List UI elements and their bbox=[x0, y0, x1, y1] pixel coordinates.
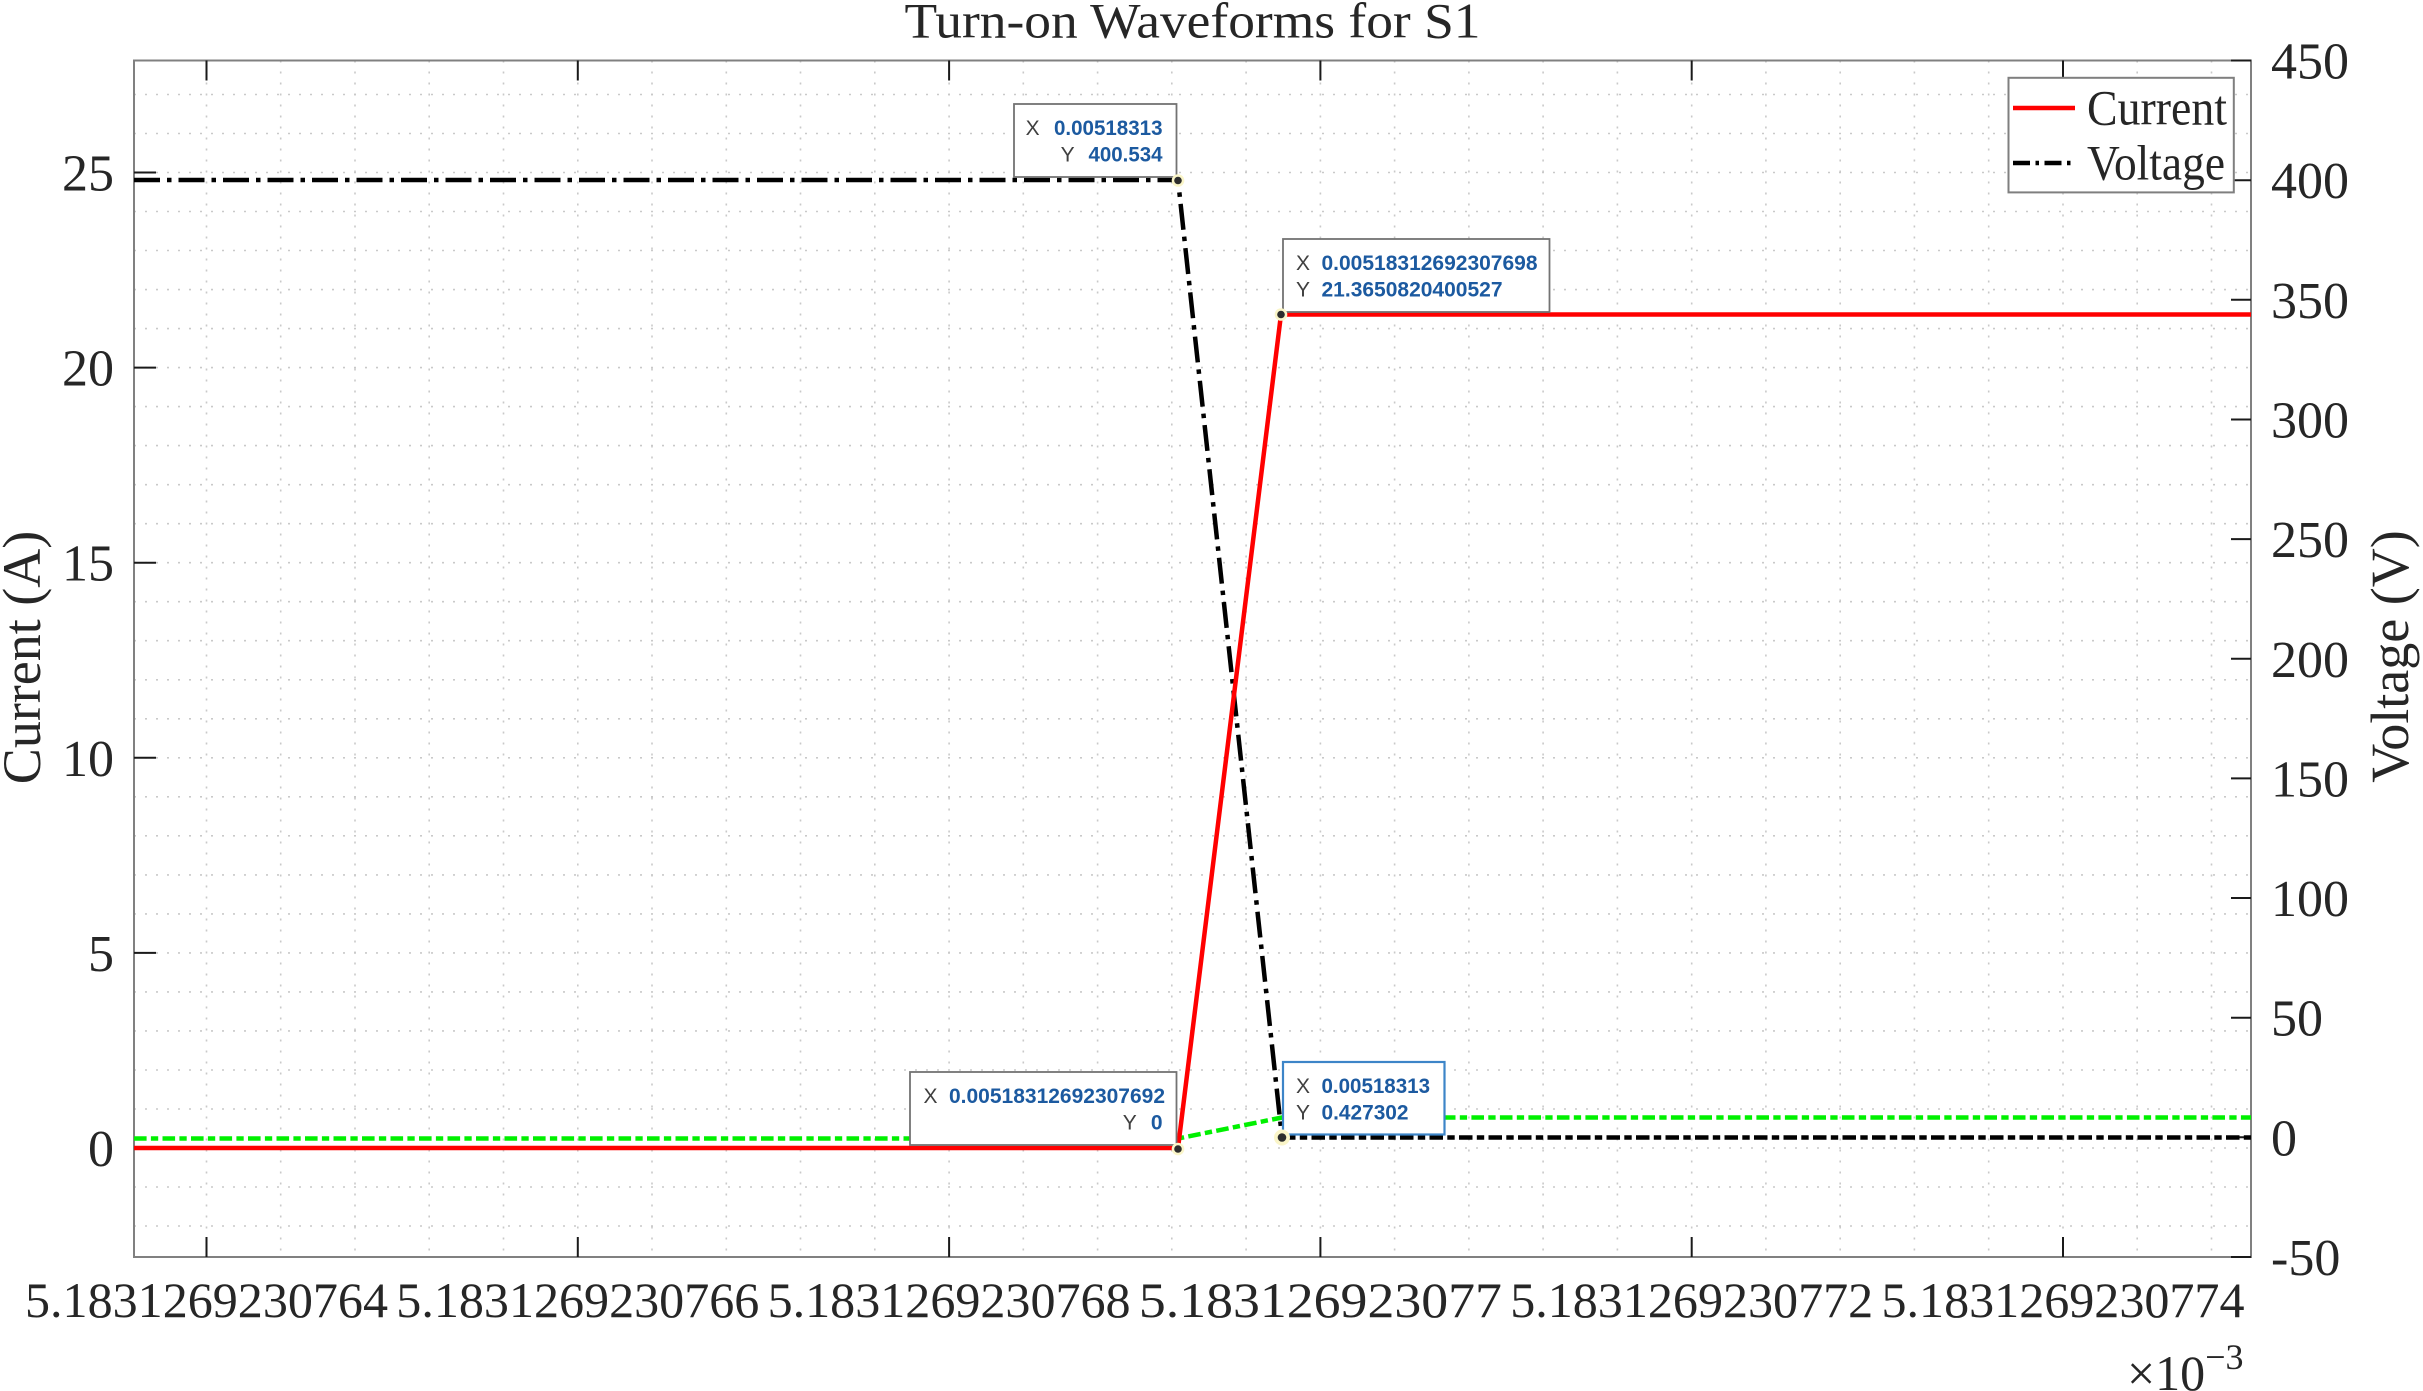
svg-text:Current (A): Current (A) bbox=[0, 531, 52, 784]
svg-text:20: 20 bbox=[62, 341, 114, 398]
svg-text:Turn-on Waveforms for S1: Turn-on Waveforms for S1 bbox=[905, 0, 1481, 49]
svg-text:X: X bbox=[1026, 117, 1040, 140]
svg-text:Y: Y bbox=[1123, 1112, 1137, 1135]
svg-text:5.1831269230766: 5.1831269230766 bbox=[396, 1272, 759, 1328]
svg-text:Y: Y bbox=[1296, 279, 1310, 302]
svg-text:5.1831269230768: 5.1831269230768 bbox=[768, 1272, 1131, 1328]
svg-text:400: 400 bbox=[2271, 153, 2349, 210]
svg-text:250: 250 bbox=[2271, 512, 2349, 569]
svg-text:Y: Y bbox=[1061, 144, 1075, 167]
svg-text:Current: Current bbox=[2087, 79, 2227, 135]
svg-text:5.183126923077: 5.183126923077 bbox=[1139, 1272, 1502, 1328]
svg-text:0: 0 bbox=[1151, 1112, 1163, 1135]
svg-text:0.00518312692307698: 0.00518312692307698 bbox=[1322, 252, 1538, 275]
svg-text:-50: -50 bbox=[2271, 1230, 2340, 1287]
svg-text:0.427302: 0.427302 bbox=[1322, 1102, 1409, 1125]
svg-text:5.1831269230772: 5.1831269230772 bbox=[1510, 1272, 1873, 1328]
svg-text:5.1831269230764: 5.1831269230764 bbox=[25, 1272, 388, 1328]
svg-text:25: 25 bbox=[62, 146, 114, 203]
svg-text:X: X bbox=[1296, 1075, 1310, 1098]
svg-text:0: 0 bbox=[2271, 1110, 2297, 1167]
svg-text:21.3650820400527: 21.3650820400527 bbox=[1322, 279, 1503, 302]
svg-text:10: 10 bbox=[62, 731, 114, 788]
svg-text:Voltage: Voltage bbox=[2087, 134, 2225, 190]
svg-text:0.00518313: 0.00518313 bbox=[1054, 117, 1163, 140]
svg-text:450: 450 bbox=[2271, 34, 2349, 91]
svg-text:200: 200 bbox=[2271, 632, 2349, 689]
svg-text:0.00518312692307692: 0.00518312692307692 bbox=[949, 1085, 1165, 1108]
svg-text:0: 0 bbox=[88, 1121, 114, 1178]
svg-text:X: X bbox=[924, 1085, 938, 1108]
svg-text:400.534: 400.534 bbox=[1089, 144, 1163, 167]
svg-text:100: 100 bbox=[2271, 871, 2349, 928]
svg-text:5.1831269230774: 5.1831269230774 bbox=[1882, 1272, 2245, 1328]
svg-text:15: 15 bbox=[62, 536, 114, 593]
svg-text:5: 5 bbox=[88, 926, 114, 983]
svg-text:350: 350 bbox=[2271, 273, 2349, 330]
svg-text:50: 50 bbox=[2271, 991, 2323, 1048]
svg-text:Voltage (V): Voltage (V) bbox=[2360, 530, 2420, 782]
svg-text:X: X bbox=[1296, 252, 1310, 275]
svg-text:Y: Y bbox=[1296, 1102, 1310, 1125]
svg-text:150: 150 bbox=[2271, 751, 2349, 808]
svg-text:0.00518313: 0.00518313 bbox=[1322, 1075, 1431, 1098]
svg-text:300: 300 bbox=[2271, 393, 2349, 450]
